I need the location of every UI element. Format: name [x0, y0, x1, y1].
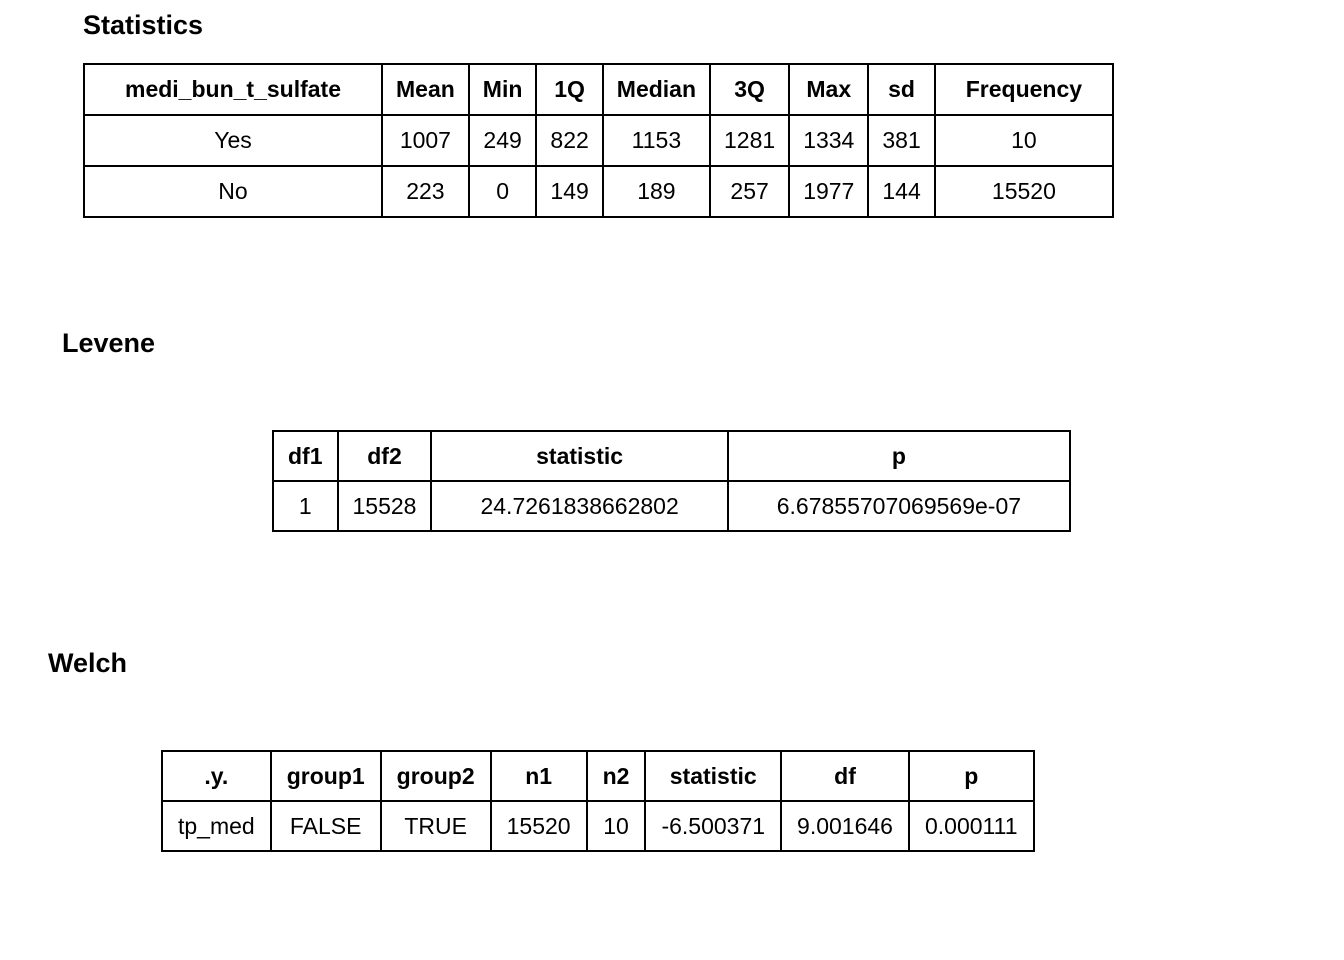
column-header-group2: group2	[379, 750, 492, 802]
column-header-df: df	[780, 750, 910, 802]
cell-group: No	[83, 165, 383, 218]
cell-min: 0	[467, 165, 538, 218]
statistics-section: Statistics medi_bun_t_sulfate Mean Min 1…	[83, 10, 1115, 218]
statistics-heading: Statistics	[83, 10, 204, 40]
column-header-sd: sd	[867, 63, 936, 116]
cell-p: 0.000111	[907, 800, 1035, 852]
column-header-n1: n1	[489, 750, 588, 802]
column-header-median: Median	[601, 63, 712, 116]
cell-mean: 1007	[381, 114, 470, 167]
column-header-statistic: statistic	[430, 430, 729, 482]
table-header-row: df1 df2 statistic p	[272, 430, 1072, 482]
cell-3q: 1281	[709, 114, 791, 167]
cell-group1: FALSE	[269, 800, 382, 852]
table-row: No 223 0 149 189 257 1977 144 15520	[83, 165, 1115, 218]
cell-n2: 10	[585, 800, 647, 852]
cell-group: Yes	[83, 114, 383, 167]
cell-sd: 381	[867, 114, 936, 167]
column-header-y: .y.	[161, 750, 272, 802]
welch-heading: Welch	[48, 648, 128, 678]
levene-heading: Levene	[62, 328, 156, 358]
table-row: tp_med FALSE TRUE 15520 10 -6.500371 9.0…	[161, 800, 1035, 852]
cell-group2: TRUE	[379, 800, 492, 852]
column-header-n2: n2	[585, 750, 647, 802]
statistics-table: medi_bun_t_sulfate Mean Min 1Q Median 3Q…	[83, 63, 1115, 218]
column-header-mean: Mean	[381, 63, 470, 116]
levene-table: df1 df2 statistic p 1 15528 24.726183866…	[272, 430, 1072, 532]
cell-frequency: 10	[933, 114, 1115, 167]
table-header-row: .y. group1 group2 n1 n2 statistic df p	[161, 750, 1035, 802]
column-header-frequency: Frequency	[933, 63, 1115, 116]
cell-3q: 257	[709, 165, 791, 218]
table-row: 1 15528 24.7261838662802 6.6785570706956…	[272, 480, 1072, 532]
column-header-p: p	[907, 750, 1035, 802]
column-header-group1: group1	[269, 750, 382, 802]
cell-df2: 15528	[336, 480, 433, 532]
column-header-1q: 1Q	[535, 63, 604, 116]
cell-frequency: 15520	[933, 165, 1115, 218]
welch-table: .y. group1 group2 n1 n2 statistic df p t…	[161, 750, 1035, 852]
cell-1q: 822	[535, 114, 604, 167]
cell-max: 1334	[788, 114, 870, 167]
column-header-df1: df1	[272, 430, 339, 482]
table-header-row: medi_bun_t_sulfate Mean Min 1Q Median 3Q…	[83, 63, 1115, 116]
cell-p: 6.67855707069569e-07	[726, 480, 1072, 532]
cell-max: 1977	[788, 165, 870, 218]
column-header-p: p	[726, 430, 1072, 482]
cell-min: 249	[467, 114, 538, 167]
column-header-min: Min	[467, 63, 538, 116]
column-header-group: medi_bun_t_sulfate	[83, 63, 383, 116]
column-header-3q: 3Q	[709, 63, 791, 116]
cell-df: 9.001646	[780, 800, 910, 852]
cell-n1: 15520	[489, 800, 588, 852]
column-header-max: Max	[788, 63, 870, 116]
levene-table-wrapper: df1 df2 statistic p 1 15528 24.726183866…	[272, 430, 1072, 532]
column-header-df2: df2	[336, 430, 433, 482]
cell-df1: 1	[272, 480, 339, 532]
cell-median: 1153	[601, 114, 712, 167]
welch-table-wrapper: .y. group1 group2 n1 n2 statistic df p t…	[161, 750, 1035, 852]
cell-y: tp_med	[161, 800, 272, 852]
cell-1q: 149	[535, 165, 604, 218]
table-row: Yes 1007 249 822 1153 1281 1334 381 10	[83, 114, 1115, 167]
cell-median: 189	[601, 165, 712, 218]
welch-section: Welch .y. group1 group2 n1 n2 statistic …	[48, 648, 1035, 852]
column-header-statistic: statistic	[644, 750, 783, 802]
cell-statistic: 24.7261838662802	[430, 480, 729, 532]
cell-statistic: -6.500371	[644, 800, 783, 852]
levene-section: Levene df1 df2 statistic p 1 15528 24.72…	[62, 328, 1072, 532]
cell-sd: 144	[867, 165, 936, 218]
cell-mean: 223	[381, 165, 470, 218]
